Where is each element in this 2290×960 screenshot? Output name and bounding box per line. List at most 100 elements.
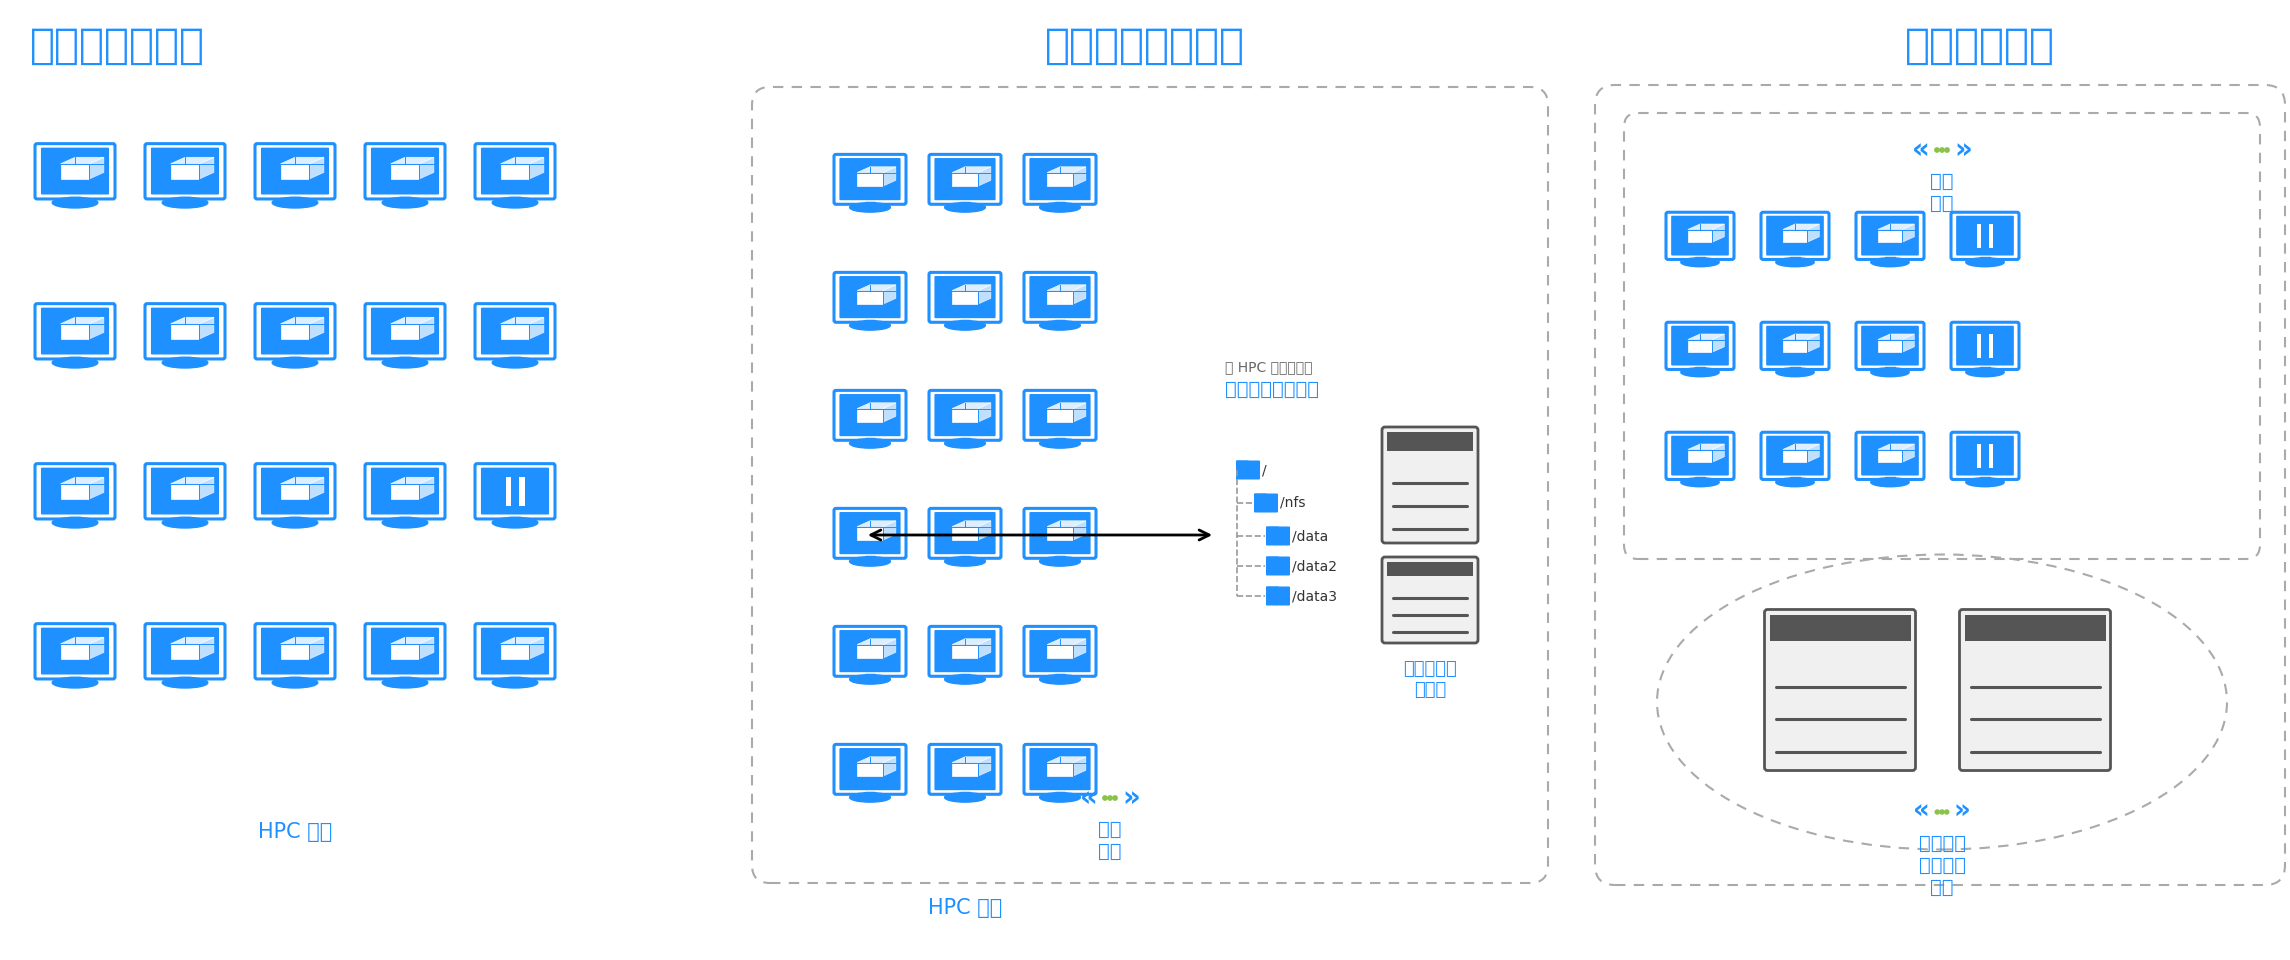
Polygon shape bbox=[199, 637, 213, 659]
Circle shape bbox=[1935, 148, 1940, 152]
Polygon shape bbox=[529, 318, 545, 339]
Ellipse shape bbox=[850, 203, 891, 212]
Polygon shape bbox=[960, 321, 971, 325]
Polygon shape bbox=[953, 173, 978, 186]
Ellipse shape bbox=[163, 678, 208, 688]
Ellipse shape bbox=[850, 321, 891, 330]
Polygon shape bbox=[60, 324, 89, 339]
Ellipse shape bbox=[382, 357, 428, 368]
Polygon shape bbox=[199, 318, 213, 339]
Polygon shape bbox=[1688, 224, 1724, 229]
Polygon shape bbox=[1885, 477, 1894, 482]
Text: 由 HPC 叢集共用的: 由 HPC 叢集共用的 bbox=[1225, 360, 1312, 374]
Polygon shape bbox=[529, 637, 545, 659]
Polygon shape bbox=[978, 520, 992, 540]
FancyBboxPatch shape bbox=[834, 509, 907, 559]
FancyBboxPatch shape bbox=[1024, 509, 1097, 559]
FancyBboxPatch shape bbox=[1667, 323, 1734, 370]
Polygon shape bbox=[953, 167, 992, 173]
Polygon shape bbox=[392, 164, 419, 179]
Ellipse shape bbox=[943, 321, 985, 330]
Polygon shape bbox=[1988, 334, 1992, 358]
Ellipse shape bbox=[492, 678, 538, 688]
Polygon shape bbox=[1047, 762, 1074, 777]
Text: /data3: /data3 bbox=[1292, 589, 1337, 603]
FancyBboxPatch shape bbox=[34, 303, 114, 359]
Ellipse shape bbox=[1681, 257, 1720, 267]
Polygon shape bbox=[69, 677, 80, 683]
Polygon shape bbox=[1878, 340, 1903, 352]
Ellipse shape bbox=[492, 517, 538, 528]
FancyBboxPatch shape bbox=[934, 630, 996, 672]
FancyBboxPatch shape bbox=[1388, 432, 1472, 450]
Ellipse shape bbox=[1040, 321, 1081, 330]
Text: /nfs: /nfs bbox=[1280, 496, 1305, 510]
Ellipse shape bbox=[382, 517, 428, 528]
Text: HPC 叢集: HPC 叢集 bbox=[259, 822, 332, 842]
Text: 存放區域網路: 存放區域網路 bbox=[1905, 25, 2054, 67]
FancyBboxPatch shape bbox=[41, 628, 110, 675]
Ellipse shape bbox=[273, 678, 318, 688]
Polygon shape bbox=[1047, 520, 1085, 527]
Polygon shape bbox=[1047, 644, 1074, 659]
Polygon shape bbox=[1988, 444, 1992, 468]
FancyBboxPatch shape bbox=[934, 394, 996, 436]
Polygon shape bbox=[60, 637, 103, 644]
Polygon shape bbox=[1903, 444, 1914, 463]
Polygon shape bbox=[1047, 527, 1074, 540]
FancyBboxPatch shape bbox=[1960, 610, 2111, 771]
FancyBboxPatch shape bbox=[1766, 216, 1823, 255]
Ellipse shape bbox=[1681, 368, 1720, 376]
Polygon shape bbox=[392, 477, 433, 484]
Text: «: « bbox=[1912, 799, 1930, 825]
FancyBboxPatch shape bbox=[834, 626, 907, 676]
Polygon shape bbox=[1688, 449, 1713, 463]
Circle shape bbox=[1935, 810, 1940, 814]
FancyBboxPatch shape bbox=[1956, 436, 2013, 475]
Polygon shape bbox=[1807, 334, 1818, 352]
FancyBboxPatch shape bbox=[261, 468, 330, 515]
Ellipse shape bbox=[1040, 557, 1081, 566]
Polygon shape bbox=[1056, 792, 1065, 798]
Polygon shape bbox=[289, 677, 300, 683]
FancyBboxPatch shape bbox=[1667, 212, 1734, 259]
FancyBboxPatch shape bbox=[1381, 427, 1477, 543]
Polygon shape bbox=[884, 520, 895, 540]
Polygon shape bbox=[1981, 257, 1990, 262]
Polygon shape bbox=[866, 792, 875, 798]
Ellipse shape bbox=[1040, 793, 1081, 803]
FancyBboxPatch shape bbox=[930, 155, 1001, 204]
Text: 共用
網路: 共用 網路 bbox=[1099, 820, 1122, 861]
Polygon shape bbox=[978, 638, 992, 659]
FancyBboxPatch shape bbox=[34, 464, 114, 519]
Polygon shape bbox=[398, 516, 410, 522]
Polygon shape bbox=[1047, 403, 1085, 409]
Polygon shape bbox=[978, 167, 992, 186]
Text: HPC 叢集: HPC 叢集 bbox=[927, 898, 1003, 918]
Polygon shape bbox=[1047, 291, 1074, 304]
Polygon shape bbox=[1074, 167, 1085, 186]
FancyBboxPatch shape bbox=[840, 512, 900, 554]
Polygon shape bbox=[1903, 334, 1914, 352]
FancyBboxPatch shape bbox=[1672, 325, 1729, 366]
Polygon shape bbox=[953, 403, 992, 409]
Polygon shape bbox=[1878, 224, 1914, 229]
FancyBboxPatch shape bbox=[1862, 216, 1919, 255]
Polygon shape bbox=[1988, 224, 1992, 248]
Polygon shape bbox=[179, 677, 190, 683]
Polygon shape bbox=[856, 638, 895, 644]
Polygon shape bbox=[419, 318, 433, 339]
Ellipse shape bbox=[273, 517, 318, 528]
Ellipse shape bbox=[1681, 478, 1720, 487]
Polygon shape bbox=[1885, 368, 1894, 372]
Text: 專用的高
速儲存體
網路: 專用的高 速儲存體 網路 bbox=[1919, 834, 1965, 897]
Polygon shape bbox=[282, 324, 309, 339]
Polygon shape bbox=[89, 477, 103, 499]
Polygon shape bbox=[856, 409, 884, 422]
FancyBboxPatch shape bbox=[144, 624, 224, 679]
FancyBboxPatch shape bbox=[1672, 216, 1729, 255]
Polygon shape bbox=[1047, 409, 1074, 422]
FancyBboxPatch shape bbox=[1766, 436, 1823, 475]
Polygon shape bbox=[392, 644, 419, 659]
Polygon shape bbox=[1713, 444, 1724, 463]
